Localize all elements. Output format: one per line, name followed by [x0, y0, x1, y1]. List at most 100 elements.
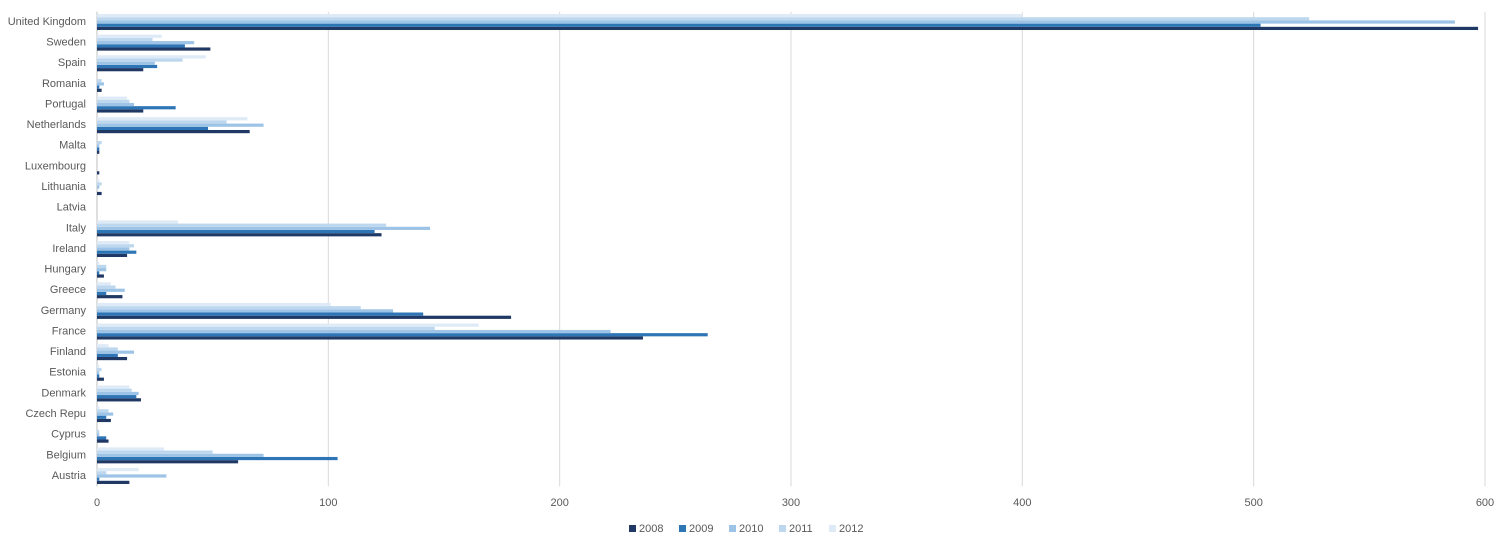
- y-tick-label: Romania: [42, 78, 87, 90]
- x-tick-label: 100: [319, 497, 337, 509]
- bar: [97, 271, 100, 275]
- bar: [97, 229, 375, 234]
- bar: [97, 96, 128, 100]
- bar: [97, 102, 135, 107]
- legend-swatch: [779, 525, 786, 532]
- bar: [97, 447, 165, 451]
- bar: [97, 261, 100, 265]
- bar: [97, 409, 109, 413]
- y-tick-label: Denmark: [41, 387, 86, 399]
- bar: [97, 117, 248, 121]
- bar: [97, 47, 211, 51]
- bar: [97, 312, 424, 316]
- bar: [97, 412, 114, 416]
- bar: [97, 333, 708, 337]
- bar: [97, 477, 100, 481]
- y-tick-label: Germany: [41, 305, 87, 317]
- bar: [97, 429, 100, 434]
- bar: [97, 37, 153, 42]
- bar: [97, 68, 144, 72]
- bar: [97, 364, 100, 369]
- bar: [97, 415, 107, 419]
- bar: [97, 20, 1455, 24]
- y-tick-label: Czech Repu: [25, 408, 86, 420]
- bar: [97, 64, 158, 69]
- bar: [97, 471, 107, 475]
- bar: [97, 353, 118, 357]
- bar: [97, 144, 100, 148]
- bar: [97, 41, 195, 45]
- bar: [97, 182, 102, 186]
- bar: [97, 274, 104, 278]
- bar: [97, 120, 227, 124]
- bar: [97, 439, 109, 443]
- bar: [97, 371, 100, 375]
- bar: [97, 350, 135, 354]
- bar: [97, 291, 107, 296]
- bar: [97, 147, 100, 151]
- bar: [97, 467, 139, 472]
- bar: [97, 309, 394, 313]
- bar: [97, 268, 107, 272]
- x-tick-label: 300: [782, 497, 800, 509]
- bar: [97, 106, 176, 110]
- bar: [97, 460, 239, 464]
- y-tick-label: Cyprus: [51, 429, 86, 441]
- x-tick-label: 200: [550, 497, 568, 509]
- bar: [97, 377, 104, 381]
- legend-swatch: [729, 525, 736, 532]
- bar: [97, 356, 128, 361]
- bar: [97, 26, 1479, 31]
- bar: [97, 474, 167, 478]
- bar: [97, 347, 118, 351]
- legend-label: 2009: [689, 523, 713, 535]
- y-tick-label: Italy: [66, 222, 87, 234]
- bar: [97, 226, 431, 230]
- bar: [97, 323, 479, 327]
- bar: [97, 306, 361, 310]
- legend-swatch: [829, 525, 836, 532]
- bar: [97, 433, 100, 437]
- y-tick-label: Latvia: [57, 202, 87, 214]
- bar: [97, 241, 130, 245]
- bar: [97, 453, 264, 457]
- bar: [97, 406, 100, 410]
- legend-label: 2012: [839, 523, 863, 535]
- x-tick-label: 400: [1013, 497, 1031, 509]
- legend-swatch: [679, 525, 686, 532]
- bar: [97, 385, 130, 389]
- bar: [97, 344, 109, 348]
- bar: [97, 250, 137, 254]
- bar: [97, 88, 102, 92]
- bar: [97, 141, 102, 145]
- bar: [97, 302, 331, 307]
- x-tick-label: 0: [94, 497, 100, 509]
- y-tick-label: Estonia: [49, 367, 87, 379]
- bar: [97, 295, 123, 299]
- y-tick-label: Malta: [59, 140, 87, 152]
- y-tick-label: France: [52, 325, 86, 337]
- legend-label: 2010: [739, 523, 763, 535]
- bar: [97, 480, 130, 484]
- bar: [97, 244, 135, 248]
- bar: [97, 233, 382, 237]
- bar: [97, 326, 435, 330]
- bar: [97, 171, 100, 175]
- bar: [97, 329, 611, 334]
- bar: [97, 315, 512, 319]
- bar: [97, 179, 100, 183]
- bar: [97, 264, 107, 269]
- bar: [97, 285, 116, 289]
- bar: [97, 398, 141, 402]
- bar: [97, 14, 1023, 18]
- bar: [97, 61, 155, 65]
- y-tick-label: Portugal: [45, 98, 86, 110]
- bar: [97, 126, 209, 130]
- bar: [97, 247, 130, 251]
- bar: [97, 85, 100, 89]
- bar: [97, 336, 643, 340]
- bar: [97, 129, 250, 134]
- x-tick-label: 600: [1476, 497, 1494, 509]
- bar: [97, 44, 185, 48]
